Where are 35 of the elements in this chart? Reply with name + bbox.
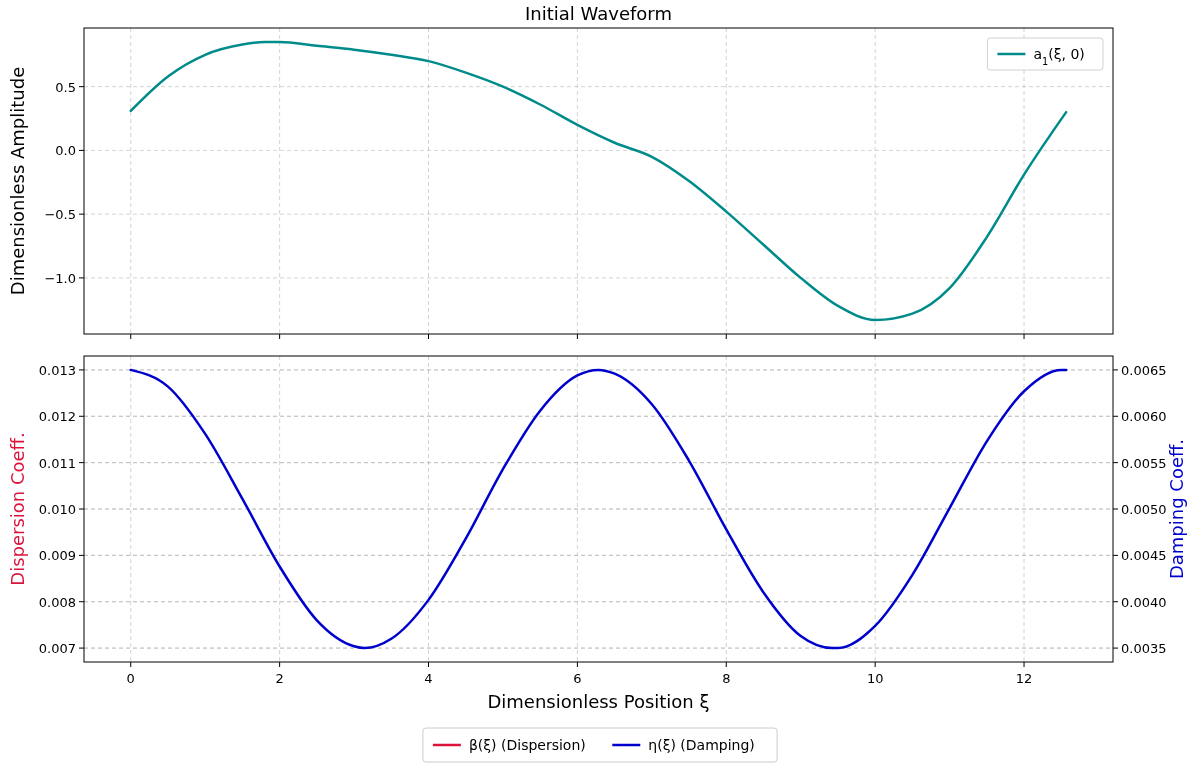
line-series — [129, 368, 1068, 650]
y-tick-label: 0.008 — [38, 594, 76, 610]
x-tick-label: 4 — [424, 671, 433, 686]
x-tick-label: 6 — [573, 671, 582, 686]
y2-tick-label: 0.0035 — [1121, 641, 1167, 657]
y-tick-label: 0.0 — [55, 143, 76, 159]
y2-tick-label: 0.0045 — [1121, 548, 1167, 564]
chart-title: Initial Waveform — [525, 3, 672, 24]
y-tick-label: 0.010 — [38, 502, 76, 517]
x-axis-title: Dimensionless Position ξ — [487, 691, 710, 712]
y2-tick-label: 0.0065 — [1121, 362, 1167, 378]
y2-tick-label: 0.0060 — [1121, 409, 1167, 425]
y-tick-label: 0.013 — [38, 362, 76, 378]
x-tick-label: 10 — [866, 671, 884, 686]
y-tick-label: 0.009 — [38, 548, 76, 564]
y-axis-title: Dimensionless Amplitude — [7, 66, 28, 296]
x-tick-label: 0 — [126, 671, 135, 686]
x-tick-label: 2 — [275, 671, 284, 686]
legend-label: η(ξ) (Damping) — [648, 737, 755, 753]
y-tick-label: 0.007 — [38, 641, 76, 657]
legend-label: a$_{1}$(ξ, 0) — [1033, 46, 1085, 67]
x-tick-label: 12 — [1015, 671, 1033, 686]
legend-label: β(ξ) (Dispersion) — [468, 737, 586, 753]
y-tick-label: 0.011 — [38, 455, 76, 471]
y2-axis-title: Damping Coeff. — [1166, 438, 1187, 580]
line-series — [129, 40, 1068, 322]
y-tick-label: −0.5 — [44, 207, 76, 223]
y-tick-label: −1.0 — [44, 270, 76, 286]
y-tick-label: 0.5 — [55, 79, 76, 95]
x-tick-label: 8 — [722, 671, 731, 686]
y-axis-title: Dispersion Coeff. — [7, 432, 28, 586]
y2-tick-label: 0.0050 — [1121, 502, 1167, 517]
y2-tick-label: 0.0055 — [1121, 455, 1167, 471]
y-tick-label: 0.012 — [38, 409, 76, 425]
y2-tick-label: 0.0040 — [1121, 594, 1167, 610]
